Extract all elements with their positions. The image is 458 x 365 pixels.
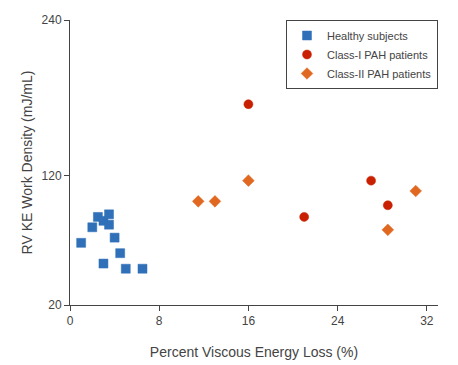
svg-text:16: 16 <box>242 314 256 328</box>
svg-text:120: 120 <box>42 169 62 183</box>
svg-text:Class-I PAH patients: Class-I PAH patients <box>327 49 428 61</box>
svg-text:Percent Viscous Energy Loss (%: Percent Viscous Energy Loss (%) <box>150 344 358 360</box>
svg-text:20: 20 <box>48 298 62 312</box>
svg-text:Healthy subjects: Healthy subjects <box>327 30 408 42</box>
svg-text:0: 0 <box>67 314 74 328</box>
svg-text:240: 240 <box>42 13 62 27</box>
svg-text:32: 32 <box>420 314 434 328</box>
svg-text:24: 24 <box>331 314 345 328</box>
svg-text:8: 8 <box>156 314 163 328</box>
svg-text:Class-II PAH patients: Class-II PAH patients <box>327 68 431 80</box>
svg-text:RV KE Work Density (mJ/mL): RV KE Work Density (mJ/mL) <box>19 71 35 255</box>
